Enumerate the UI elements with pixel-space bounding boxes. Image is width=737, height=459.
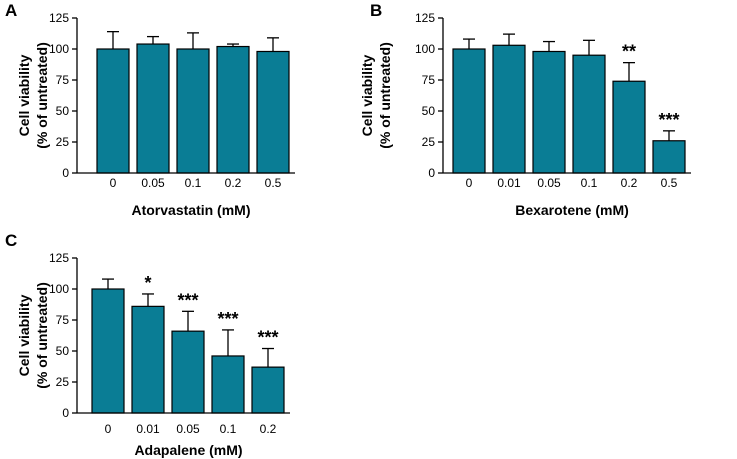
- bar-0-1: [211, 355, 245, 414]
- y-axis-title: Cell viability: [16, 54, 32, 136]
- bar-0: [91, 288, 125, 414]
- bar-0-05: [171, 330, 205, 414]
- x-axis-title: Atorvastatin (mM): [131, 202, 250, 218]
- y-axis-title: (% of untreated): [34, 282, 50, 389]
- panel-letter: B: [370, 1, 382, 20]
- x-tick-label: 0: [110, 176, 117, 190]
- x-tick-label: 0: [466, 176, 473, 190]
- significance-label: ***: [217, 309, 238, 329]
- panel-c: C 0 25 50 75 100 125 0 0.01 * 0.05 *** 0.1 *** 0.2 *** A…: [5, 231, 290, 458]
- y-tick-label: 0: [62, 406, 69, 420]
- x-tick-label: 0.2: [260, 422, 277, 436]
- x-tick-label: 0.5: [661, 176, 678, 190]
- bar-0-05: [136, 43, 170, 174]
- y-tick-label: 25: [422, 135, 436, 149]
- x-tick-label: 0: [105, 422, 112, 436]
- x-tick-label: 0.05: [537, 176, 561, 190]
- x-tick-label: 0.01: [497, 176, 521, 190]
- y-tick-label: 75: [56, 73, 70, 87]
- y-tick-label: 75: [422, 73, 436, 87]
- significance-label: ***: [257, 328, 278, 348]
- x-tick-label: 0.2: [621, 176, 638, 190]
- panel-b: B 0 25 50 75 100 125 0 0.01 0.05 0.1 0.2 ** 0.5 *** Bex…: [359, 1, 691, 218]
- bar-0-1: [572, 54, 606, 174]
- bar-0: [96, 48, 130, 174]
- y-axis-title: Cell viability: [16, 294, 32, 376]
- x-tick-label: 0.5: [265, 176, 282, 190]
- significance-label: *: [144, 273, 151, 293]
- y-tick-label: 100: [49, 282, 69, 296]
- y-axis-title: (% of untreated): [377, 42, 393, 149]
- bar-0-1: [176, 48, 210, 174]
- bar-0-05: [532, 50, 566, 174]
- significance-label: **: [622, 42, 636, 62]
- y-tick-label: 0: [428, 166, 435, 180]
- y-tick-label: 25: [56, 375, 70, 389]
- y-tick-label: 50: [422, 104, 436, 118]
- panel-a: A 0 25 50 75 100 125 0 0.05 0.1 0.2 0.5 Atorvastatin…: [5, 1, 295, 218]
- bar-0-2: [251, 366, 285, 414]
- significance-label: ***: [177, 290, 198, 310]
- y-tick-label: 125: [49, 11, 69, 25]
- y-tick-label: 125: [415, 11, 435, 25]
- panel-letter: C: [5, 231, 17, 250]
- y-tick-label: 0: [62, 166, 69, 180]
- x-axis-title: Bexarotene (mM): [515, 202, 629, 218]
- panel-letter: A: [5, 1, 17, 20]
- y-tick-label: 50: [56, 344, 70, 358]
- bar-0: [452, 48, 486, 174]
- x-tick-label: 0.05: [141, 176, 165, 190]
- significance-label: ***: [658, 110, 679, 130]
- bar-0-2: [216, 45, 250, 174]
- x-tick-label: 0.1: [220, 422, 237, 436]
- bar-0-01: [492, 44, 526, 174]
- y-axis-title: (% of untreated): [34, 42, 50, 149]
- x-tick-label: 0.1: [581, 176, 598, 190]
- bar-0-01: [131, 305, 165, 414]
- bar-0-5: [652, 140, 686, 174]
- y-tick-label: 125: [49, 251, 69, 265]
- y-tick-label: 50: [56, 104, 70, 118]
- y-tick-label: 100: [415, 42, 435, 56]
- bar-0-2: [612, 80, 646, 174]
- y-tick-label: 25: [56, 135, 70, 149]
- y-tick-label: 75: [56, 313, 70, 327]
- x-tick-label: 0.2: [225, 176, 242, 190]
- x-tick-label: 0.1: [185, 176, 202, 190]
- x-tick-label: 0.01: [136, 422, 160, 436]
- y-tick-label: 100: [49, 42, 69, 56]
- x-tick-label: 0.05: [176, 422, 200, 436]
- bar-0-5: [256, 50, 290, 174]
- x-axis-title: Adapalene (mM): [134, 442, 242, 458]
- y-axis-title: Cell viability: [359, 54, 375, 136]
